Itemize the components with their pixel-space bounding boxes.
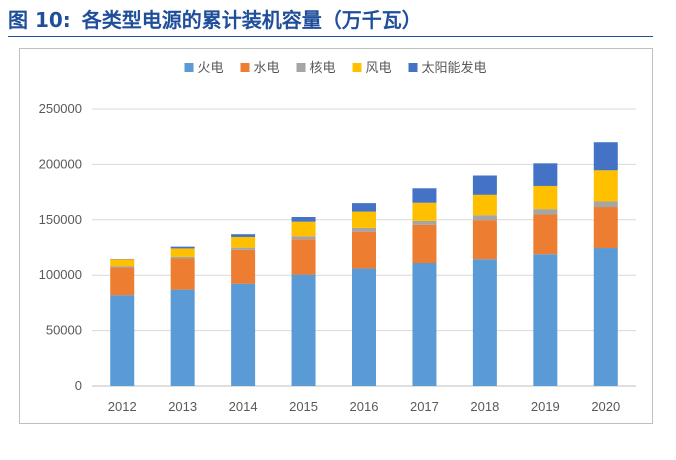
bar-segment [412,202,437,221]
bar-segment [412,224,437,264]
bar-segment [472,215,497,221]
bar-segment [533,185,558,210]
bar-segment [533,163,558,186]
y-tick-label: 0 [75,378,82,393]
bar-segment [110,259,135,267]
y-tick-label: 100000 [39,267,82,282]
bar-segment [231,247,256,250]
x-tick-label: 2013 [168,399,197,414]
figure-label: 图 10: [8,8,71,32]
bar-segment [412,188,437,203]
y-tick-label: 200000 [39,156,82,171]
legend-swatch [296,63,306,72]
y-tick-label: 150000 [39,212,82,227]
legend-label: 太阳能发电 [422,60,487,76]
x-tick-label: 2015 [289,399,318,414]
bar-segment [412,220,437,225]
bar-segment [231,283,256,386]
bar-segment [110,267,135,296]
bar-segment [593,248,618,386]
bar-segment [170,258,195,290]
bar-segment [110,266,135,268]
bar-segment [593,201,618,208]
bar-segment [593,170,618,202]
bar-segment [170,256,195,259]
legend-label: 风电 [366,61,392,76]
bar-segment [533,214,558,255]
bar-segment [412,263,437,386]
legend-label: 水电 [254,61,280,76]
bar-segment [472,259,497,386]
bar-segment [231,249,256,284]
legend-label: 火电 [198,61,224,76]
x-tick-label: 2018 [470,399,499,414]
bar-segment [110,295,135,386]
bar-segment [170,246,195,249]
bar-segment [352,203,376,212]
title-underline [8,36,653,37]
y-tick-label: 250000 [39,101,82,116]
bar-segment [170,289,195,386]
bar-segment [472,175,497,195]
bar-segment [352,227,376,232]
x-tick-label: 2012 [108,399,137,414]
bar-segment [352,231,376,269]
bar-segment [291,221,316,237]
bar-segment [593,207,618,249]
y-tick-label: 50000 [46,323,82,338]
bar-segment [291,274,316,386]
legend-swatch [352,63,362,72]
bar-segment [593,142,618,171]
chart-frame: 0 50000 100000 150000 200000 250000 2012 2013 20… [19,48,653,424]
legend-swatch [240,63,250,72]
bar-segment [170,248,195,257]
x-tick-label: 2019 [531,399,560,414]
bar-segment [352,268,376,386]
x-tick-label: 2017 [410,399,439,414]
bar-segment [291,217,316,222]
legend-swatch [408,63,418,72]
bar-segment [231,236,256,248]
x-tick-label: 2020 [591,399,620,414]
bar-segment [291,239,316,275]
bar-segment [352,211,376,228]
bar-segment [533,254,558,386]
figure-title: 图 10: 各类型电源的累计装机容量（万千瓦） [8,6,426,34]
bar-segment [231,234,256,237]
bar-segment [472,194,497,216]
x-tick-label: 2016 [350,399,379,414]
legend-label: 核电 [310,61,336,76]
bar-segment [291,236,316,240]
bar-segment [533,209,558,215]
legend-swatch [184,63,194,72]
bar-segment [472,220,497,260]
x-tick-label: 2014 [229,399,258,414]
stacked-bar-chart: 0 50000 100000 150000 200000 250000 2012 2013 20… [39,60,636,414]
figure-title-text: 各类型电源的累计装机容量（万千瓦） [81,8,422,32]
